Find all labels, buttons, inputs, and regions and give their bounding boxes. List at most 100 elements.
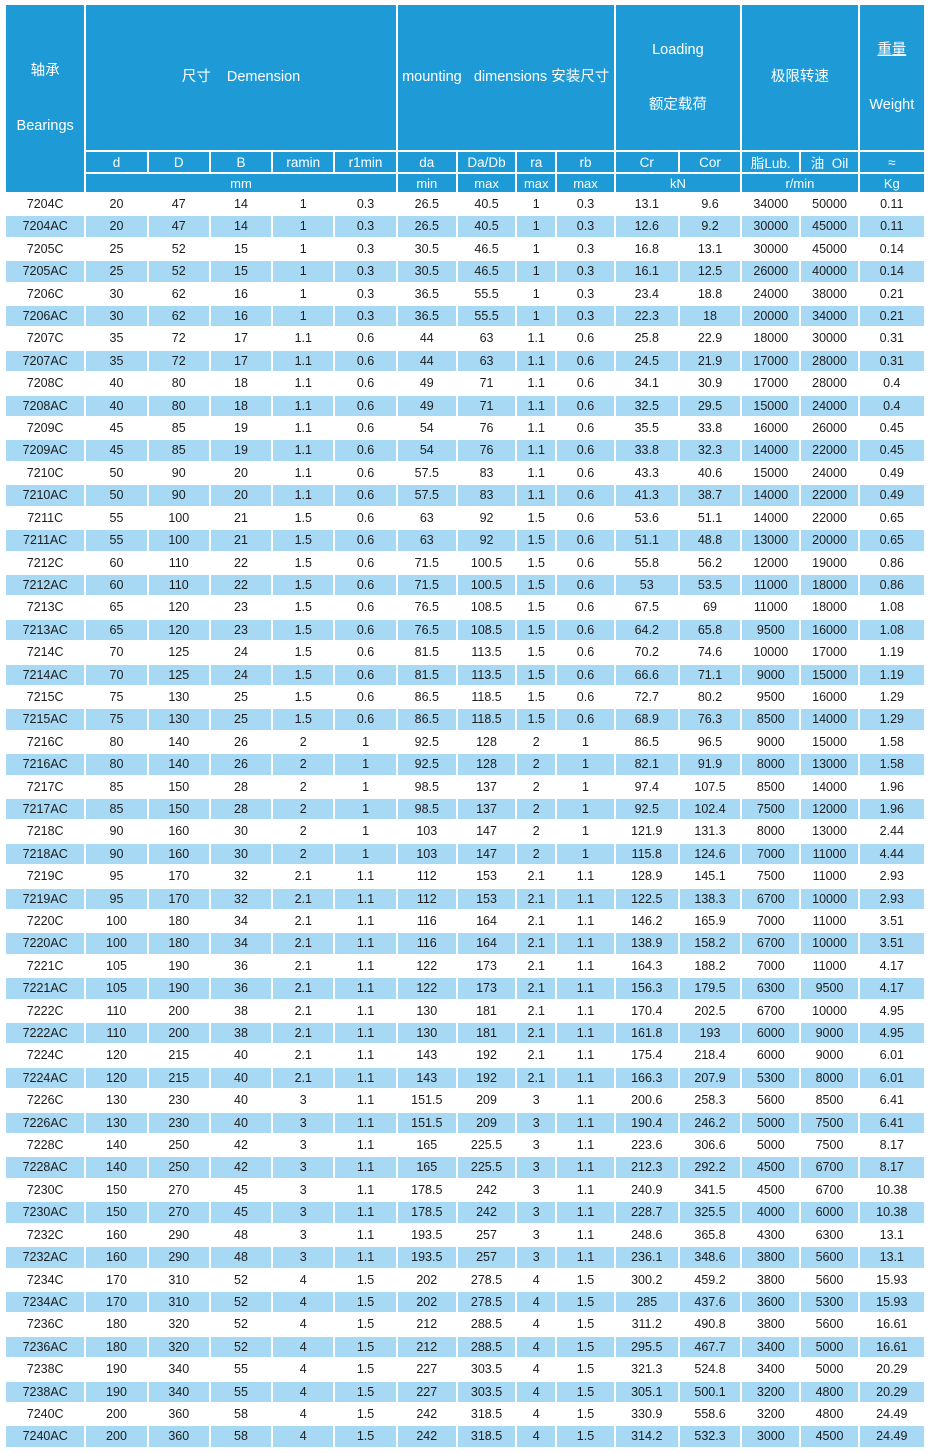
bearing-model: 7213C xyxy=(6,597,85,618)
cell: 2 xyxy=(273,843,334,865)
cell: 2.1 xyxy=(517,1023,556,1044)
table-row: 7216AC 80 140 26 2 1 92.5 128 2 1 82.1 91.9 8000 1300… xyxy=(6,754,924,775)
table-row: 7226C 130 230 40 3 1.1 151.5 209 3 1.1 200.6 258.3 5… xyxy=(6,1090,924,1111)
cell: 0.6 xyxy=(335,619,396,641)
cell: 3 xyxy=(273,1202,334,1223)
cell: 34 xyxy=(210,911,272,932)
cell: 6.41 xyxy=(859,1090,924,1111)
cell: 4 xyxy=(273,1314,334,1335)
cell: 23 xyxy=(210,619,272,641)
cell: 7000 xyxy=(742,843,800,865)
cell: 212.3 xyxy=(615,1157,678,1178)
cell: 4 xyxy=(517,1403,556,1425)
cell: 14000 xyxy=(742,485,800,506)
cell: 3 xyxy=(517,1247,556,1268)
table-row: 7234C 170 310 52 4 1.5 202 278.5 4 1.5 300.2 459.2 3… xyxy=(6,1269,924,1290)
cell: 490.8 xyxy=(679,1314,741,1335)
cell: 18 xyxy=(210,395,272,417)
cell: 1 xyxy=(273,283,334,305)
cell: 1 xyxy=(517,238,556,260)
cell: 64.2 xyxy=(615,619,678,641)
cell: 1.1 xyxy=(335,955,396,977)
cell: 1.5 xyxy=(517,507,556,529)
cell: 146.2 xyxy=(615,911,678,932)
cell: 0.6 xyxy=(335,597,396,618)
cell: 215 xyxy=(148,1067,209,1089)
cell: 1.5 xyxy=(335,1269,396,1290)
cell: 285 xyxy=(615,1291,678,1313)
cell: 190.4 xyxy=(615,1112,678,1134)
cell: 8000 xyxy=(742,821,800,842)
cell: 9.6 xyxy=(679,194,741,215)
unit-kg: Kg xyxy=(859,174,924,192)
cell: 306.6 xyxy=(679,1135,741,1156)
cell: 4 xyxy=(517,1336,556,1358)
col-header-approx: ≈ xyxy=(859,152,924,172)
bearing-model: 7221C xyxy=(6,955,85,977)
cell: 0.6 xyxy=(557,373,614,394)
cell: 2 xyxy=(517,843,556,865)
cell: 1 xyxy=(273,306,334,327)
cell: 2.1 xyxy=(517,955,556,977)
cell: 223.6 xyxy=(615,1135,678,1156)
cell: 26 xyxy=(210,754,272,775)
cell: 1.5 xyxy=(273,709,334,730)
cell: 6700 xyxy=(801,1179,858,1201)
cell: 32.5 xyxy=(615,395,678,417)
cell: 98.5 xyxy=(397,798,456,820)
cell: 5300 xyxy=(742,1067,800,1089)
cell: 85 xyxy=(148,440,209,461)
cell: 1.5 xyxy=(273,642,334,663)
cell: 1.1 xyxy=(273,485,334,506)
cell: 22 xyxy=(210,574,272,596)
col-header-DaDb: Da/Db xyxy=(457,152,516,172)
cell: 242 xyxy=(397,1403,456,1425)
cell: 230 xyxy=(148,1090,209,1111)
cell: 1.1 xyxy=(557,978,614,999)
cell: 2.1 xyxy=(273,888,334,909)
cell: 140 xyxy=(86,1157,147,1178)
cell: 1.1 xyxy=(557,933,614,954)
cell: 42 xyxy=(210,1135,272,1156)
table-row: 7221C 105 190 36 2.1 1.1 122 173 2.1 1.1 164.3 188.… xyxy=(6,955,924,977)
cell: 3600 xyxy=(742,1291,800,1313)
cell: 212 xyxy=(397,1336,456,1358)
cell: 1.58 xyxy=(859,731,924,753)
cell: 122 xyxy=(397,978,456,999)
table-row: 7232C 160 290 48 3 1.1 193.5 257 3 1.1 248.6 365.8 4… xyxy=(6,1224,924,1246)
cell: 15.93 xyxy=(859,1269,924,1290)
table-row: 7204C 20 47 14 1 0.3 26.5 40.5 1 0.3 13.1 9.6 34000 5… xyxy=(6,194,924,215)
cell: 10000 xyxy=(742,642,800,663)
cell: 11000 xyxy=(742,574,800,596)
cell: 22000 xyxy=(801,507,858,529)
cell: 2 xyxy=(517,798,556,820)
cell: 128.9 xyxy=(615,866,678,887)
cell: 20000 xyxy=(742,306,800,327)
cell: 1 xyxy=(557,754,614,775)
table-row: 7204AC 20 47 14 1 0.3 26.5 40.5 1 0.3 12.6 9.2 30000… xyxy=(6,216,924,237)
cell: 6700 xyxy=(742,888,800,909)
cell: 30 xyxy=(210,821,272,842)
cell: 1 xyxy=(335,776,396,797)
bearing-model: 7204AC xyxy=(6,216,85,237)
cell: 270 xyxy=(148,1179,209,1201)
cell: 240.9 xyxy=(615,1179,678,1201)
cell: 1.1 xyxy=(273,373,334,394)
loading-header-zh: 额定载荷 xyxy=(648,96,707,113)
cell: 107.5 xyxy=(679,776,741,797)
cell: 2.1 xyxy=(517,1067,556,1089)
cell: 30 xyxy=(210,843,272,865)
cell: 3 xyxy=(517,1224,556,1246)
cell: 1.5 xyxy=(273,664,334,685)
cell: 6700 xyxy=(801,1157,858,1178)
cell: 1.1 xyxy=(335,1135,396,1156)
col-header-d: d xyxy=(86,152,147,172)
cell: 1.1 xyxy=(557,1000,614,1022)
cell: 1.5 xyxy=(335,1291,396,1313)
cell: 71.5 xyxy=(397,552,456,573)
cell: 24.5 xyxy=(615,350,678,372)
table-row: 7205AC 25 52 15 1 0.3 30.5 46.5 1 0.3 16.1 12.5 2600… xyxy=(6,261,924,282)
cell: 102.4 xyxy=(679,798,741,820)
cell: 140 xyxy=(148,731,209,753)
cell: 125 xyxy=(148,664,209,685)
